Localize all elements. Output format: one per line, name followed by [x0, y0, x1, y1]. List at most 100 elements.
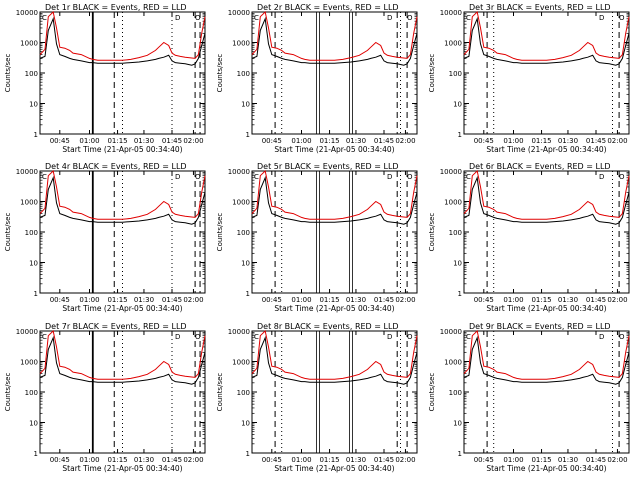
legend-glyph-mid: D: [387, 173, 392, 181]
y-tick-label: 1: [34, 131, 38, 139]
legend-glyph-mid: D: [599, 14, 604, 22]
panel-4r: Det 4r BLACK = Events, RED = LLD 1 10 100 10…: [4, 162, 206, 313]
y-tick-label: 10000: [16, 9, 38, 17]
x-tick-label: 00:45: [262, 137, 282, 145]
panel-1r: Det 1r BLACK = Events, RED = LLD 1 10 100 10…: [4, 3, 206, 154]
plot-frame: [463, 170, 630, 294]
y-tick-label: 100: [25, 229, 38, 237]
x-tick-label: 01:45: [586, 456, 606, 464]
y-tick-label: 10: [241, 101, 250, 109]
x-tick-label: 01:45: [586, 137, 606, 145]
x-tick-label: 01:00: [79, 296, 99, 304]
x-tick-label: 02:00: [607, 137, 627, 145]
legend-glyph-right: O: [195, 14, 201, 22]
y-axis-label: Counts/sec: [428, 54, 436, 93]
x-tick-label: 02:00: [395, 296, 415, 304]
legend-glyph-right: O: [619, 14, 625, 22]
series-line-events: [463, 335, 630, 385]
x-axis-label: Start Time (21-Apr-05 00:34:40): [62, 304, 182, 313]
x-tick-label: 01:30: [346, 456, 366, 464]
plot-frame: [463, 11, 630, 135]
panel-title: Det 5r BLACK = Events, RED = LLD: [257, 162, 399, 171]
y-tick-label: 1: [246, 450, 250, 458]
y-tick-label: 10000: [440, 328, 462, 336]
x-axis-label: Start Time (21-Apr-05 00:34:40): [274, 145, 394, 154]
panel-title: Det 4r BLACK = Events, RED = LLD: [45, 162, 187, 171]
x-tick-label: 01:15: [107, 456, 127, 464]
x-tick-label: 01:45: [374, 296, 394, 304]
legend-glyph-mid: D: [175, 14, 180, 22]
y-tick-label: 100: [237, 389, 250, 397]
legend-glyph-left: C: [42, 14, 47, 22]
series-line-events: [463, 175, 630, 225]
legend-glyph-right: O: [195, 173, 201, 181]
x-tick-label: 01:30: [346, 296, 366, 304]
series-line-lld: [251, 11, 418, 61]
x-tick-label: 01:30: [558, 137, 578, 145]
x-tick-label: 02:00: [183, 296, 203, 304]
y-tick-label: 10000: [440, 168, 462, 176]
y-tick-label: 10: [29, 260, 38, 268]
x-tick-label: 01:15: [319, 296, 339, 304]
y-tick-label: 100: [25, 70, 38, 78]
y-tick-label: 1000: [20, 199, 38, 207]
y-tick-label: 10000: [228, 9, 250, 17]
y-tick-label: 1000: [444, 359, 462, 367]
x-tick-label: 00:45: [262, 296, 282, 304]
plot-frame: [251, 11, 418, 135]
y-axis-label: Counts/sec: [428, 213, 436, 252]
series-line-lld: [39, 170, 206, 220]
y-axis-label: Counts/sec: [4, 54, 12, 93]
x-tick-label: 01:30: [134, 456, 154, 464]
series-line-events: [39, 175, 206, 225]
legend-glyph-left: C: [466, 14, 471, 22]
y-tick-label: 10000: [228, 328, 250, 336]
series-line-lld: [251, 330, 418, 380]
y-axis-label: Counts/sec: [216, 213, 224, 252]
legend-glyph-right: O: [619, 333, 625, 341]
x-tick-label: 01:00: [503, 296, 523, 304]
panel-title: Det 1r BLACK = Events, RED = LLD: [45, 3, 187, 12]
legend-glyph-left: C: [254, 173, 259, 181]
x-tick-label: 01:00: [503, 137, 523, 145]
x-tick-label: 01:00: [291, 137, 311, 145]
series-line-events: [251, 335, 418, 385]
legend-glyph-mid: D: [387, 14, 392, 22]
legend-glyph-left: C: [254, 14, 259, 22]
y-axis-label: Counts/sec: [428, 373, 436, 412]
x-tick-label: 01:00: [79, 137, 99, 145]
y-tick-label: 100: [449, 70, 462, 78]
x-tick-label: 01:30: [558, 296, 578, 304]
legend-glyph-mid: D: [599, 173, 604, 181]
legend-glyph-right: O: [619, 173, 625, 181]
x-tick-label: 01:15: [531, 456, 551, 464]
panel-2r: Det 2r BLACK = Events, RED = LLD 1 10 100 10…: [216, 3, 418, 154]
y-axis-label: Counts/sec: [4, 373, 12, 412]
x-tick-label: 01:45: [162, 296, 182, 304]
y-tick-label: 10000: [16, 168, 38, 176]
x-tick-label: 01:45: [162, 137, 182, 145]
x-tick-label: 02:00: [607, 456, 627, 464]
panel-title: Det 2r BLACK = Events, RED = LLD: [257, 3, 399, 12]
x-tick-label: 01:45: [162, 456, 182, 464]
x-tick-label: 01:00: [291, 456, 311, 464]
legend-glyph-mid: D: [175, 333, 180, 341]
x-tick-label: 00:45: [474, 137, 494, 145]
x-tick-label: 01:15: [319, 456, 339, 464]
x-tick-label: 02:00: [395, 456, 415, 464]
y-axis-label: Counts/sec: [216, 54, 224, 93]
series-line-events: [251, 16, 418, 66]
y-tick-label: 100: [237, 70, 250, 78]
legend-glyph-right: O: [195, 333, 201, 341]
y-tick-label: 10: [453, 260, 462, 268]
x-axis-label: Start Time (21-Apr-05 00:34:40): [486, 145, 606, 154]
panel-6r: Det 6r BLACK = Events, RED = LLD 1 10 100 10…: [428, 162, 630, 313]
y-tick-label: 1: [246, 131, 250, 139]
y-tick-label: 1: [34, 450, 38, 458]
x-tick-label: 02:00: [395, 137, 415, 145]
y-tick-label: 10000: [440, 9, 462, 17]
series-line-events: [463, 16, 630, 66]
x-axis-label: Start Time (21-Apr-05 00:34:40): [486, 304, 606, 313]
x-tick-label: 00:45: [50, 456, 70, 464]
